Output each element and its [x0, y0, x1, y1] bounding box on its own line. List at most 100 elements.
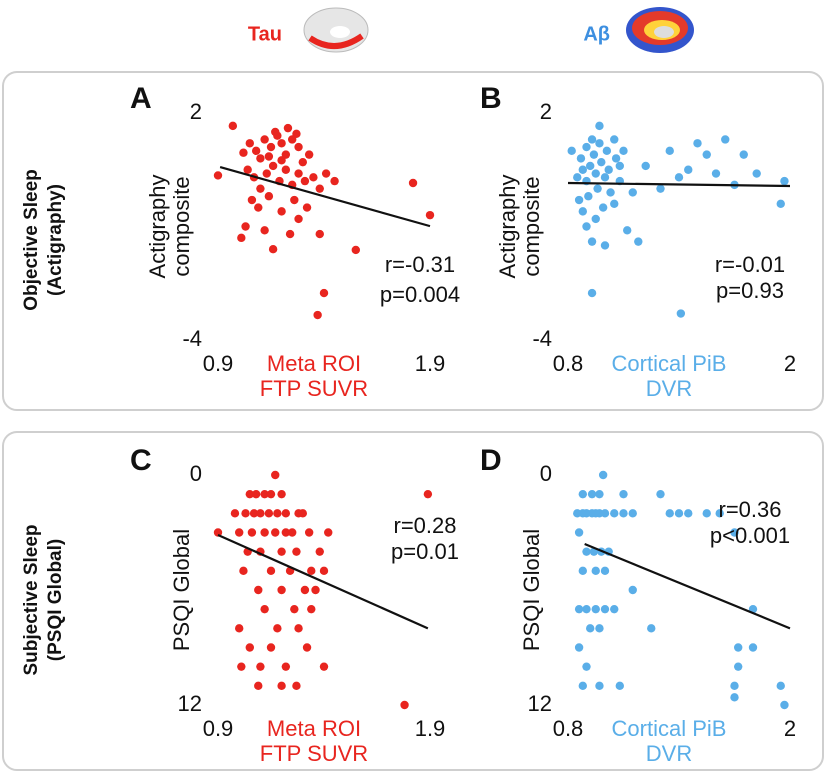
point [604, 165, 613, 174]
point [245, 139, 254, 148]
point [288, 528, 297, 537]
point [262, 169, 271, 178]
point [271, 528, 280, 537]
point [245, 643, 254, 652]
point [611, 154, 621, 163]
point [213, 171, 223, 180]
x-axis-label: Cortical PiB [612, 351, 727, 376]
point [230, 509, 240, 518]
point [264, 192, 274, 201]
point [294, 624, 303, 633]
point [610, 604, 619, 614]
point [277, 547, 286, 556]
point [615, 681, 624, 691]
x-tick-label: 2 [784, 351, 796, 376]
point [290, 604, 299, 614]
point [584, 192, 593, 201]
x-tick-label: 0.9 [203, 716, 234, 741]
point [311, 585, 320, 595]
point [271, 127, 280, 137]
point [290, 195, 299, 205]
y-axis-label: PSQI Global [519, 529, 544, 651]
brain-icon [303, 7, 369, 53]
point [273, 624, 282, 633]
y-axis-label: composite [519, 176, 544, 276]
point [597, 157, 606, 167]
x-axis-label: DVR [646, 741, 692, 766]
point [294, 169, 303, 178]
y-axis-label: Actigraphy [495, 175, 520, 279]
point [595, 489, 604, 499]
point [776, 681, 785, 691]
point [587, 135, 597, 144]
point [300, 176, 310, 186]
point [254, 585, 263, 595]
point [702, 509, 711, 518]
point [665, 146, 674, 156]
point [684, 509, 693, 518]
point [268, 161, 278, 171]
point [256, 662, 265, 671]
column-header: Aβ [583, 23, 610, 45]
point [582, 142, 591, 152]
point [251, 146, 261, 156]
point [247, 528, 257, 537]
point [610, 199, 619, 208]
point [693, 139, 702, 148]
point [780, 700, 789, 710]
point [734, 643, 743, 652]
point [595, 139, 604, 148]
panel-letter: A [130, 82, 152, 115]
point [285, 229, 295, 239]
point [277, 156, 286, 165]
point [595, 624, 604, 633]
annotation: p=0.93 [716, 278, 784, 303]
point [582, 604, 591, 614]
point [268, 245, 278, 254]
point [676, 309, 686, 318]
point [294, 214, 303, 224]
point [776, 199, 785, 208]
point [610, 135, 619, 144]
point [656, 184, 665, 193]
point [266, 643, 276, 652]
point [591, 214, 600, 224]
y-tick-label: 0 [540, 461, 552, 486]
point [292, 129, 301, 139]
point [730, 681, 739, 691]
point [665, 509, 674, 518]
point [400, 700, 409, 710]
annotation: r=-0.31 [385, 252, 455, 277]
fit-line [567, 181, 791, 188]
point [319, 662, 329, 671]
point [574, 528, 584, 537]
point [304, 528, 314, 537]
point [408, 178, 418, 188]
point [595, 121, 604, 131]
point [319, 566, 329, 576]
point [271, 470, 280, 480]
point [260, 135, 269, 144]
point [674, 509, 684, 518]
point [711, 169, 721, 178]
point [587, 288, 597, 298]
x-tick-label: 0.8 [553, 351, 584, 376]
panel-letter: C [130, 444, 152, 477]
y-tick-label: 12 [178, 691, 202, 716]
point [715, 509, 724, 518]
x-tick-label: 0.9 [203, 351, 234, 376]
point [315, 184, 324, 193]
point [302, 643, 312, 652]
panel-letter: D [480, 444, 502, 477]
point [606, 188, 615, 197]
x-axis-label: Cortical PiB [612, 716, 727, 741]
point [260, 604, 269, 614]
point [591, 566, 600, 576]
point [264, 509, 274, 518]
point [684, 165, 693, 174]
point [256, 184, 265, 193]
point [260, 226, 269, 235]
fit-line [217, 533, 429, 630]
point [721, 135, 730, 144]
